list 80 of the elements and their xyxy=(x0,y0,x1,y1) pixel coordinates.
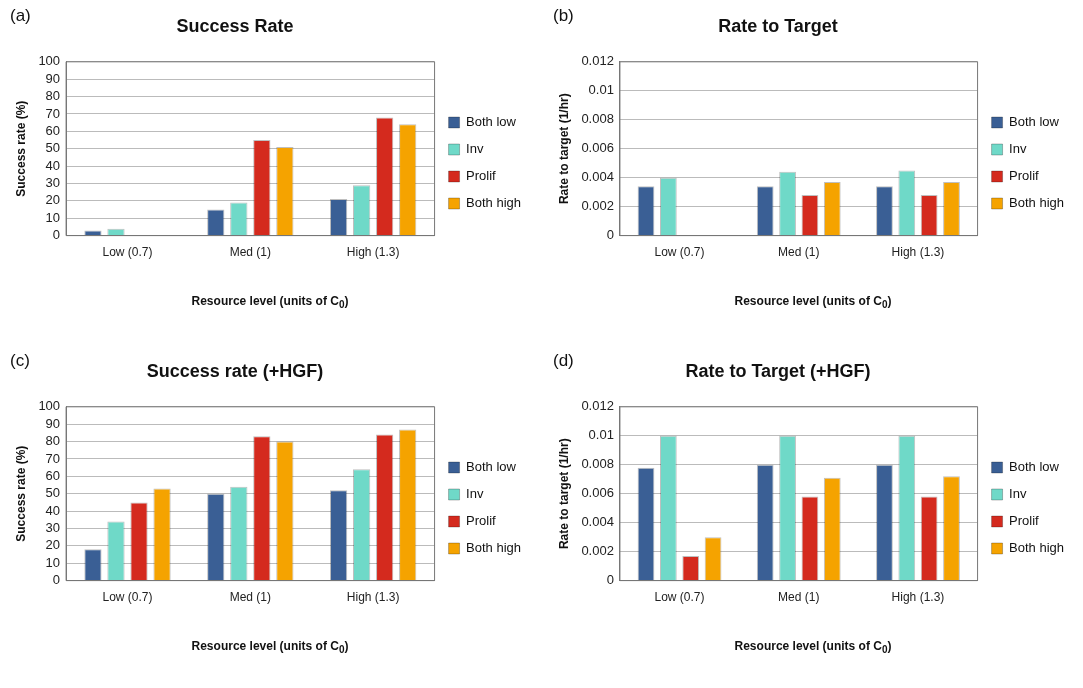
y-tick-label: 60 xyxy=(45,467,61,483)
legend-label: Both low xyxy=(1009,459,1060,475)
y-tick-label: 60 xyxy=(45,122,61,138)
y-tick-label: 80 xyxy=(45,433,61,449)
x-axis-title: Resource level (units of C$_{0}$) xyxy=(733,639,893,656)
y-tick-label: 50 xyxy=(45,140,61,156)
y-tick-label: 40 xyxy=(45,157,61,173)
text: (d) xyxy=(553,351,574,371)
chart-title: Rate to Target xyxy=(718,16,838,36)
x-tick-label: Med (1) xyxy=(229,590,271,605)
chart-title: Success Rate xyxy=(176,16,294,36)
x-tick-label: Low (0.7) xyxy=(102,590,153,605)
y-tick-label: 100 xyxy=(38,398,61,414)
y-tick-label: 0.006 xyxy=(581,485,614,501)
y-tick-label: 0.01 xyxy=(588,427,614,443)
y-tick-label: 30 xyxy=(45,520,61,536)
y-tick-label: 10 xyxy=(45,554,61,570)
y-tick-label: 90 xyxy=(45,415,61,431)
legend-label: Prolif xyxy=(466,168,497,184)
legend-label: Inv xyxy=(1009,141,1027,157)
y-axis-title: Rate to target (1/hr) xyxy=(556,93,571,205)
y-tick-label: 0.002 xyxy=(581,543,614,559)
legend-label: Both low xyxy=(466,459,517,475)
y-tick-label: 0 xyxy=(52,227,61,243)
y-axis-title: Success rate (%) xyxy=(13,100,28,197)
x-tick-label: Med (1) xyxy=(229,245,271,260)
y-tick-label: 0.01 xyxy=(588,82,614,98)
x-tick-label: High (1.3) xyxy=(891,590,945,605)
x-axis-title: Resource level (units of C$_{0}$) xyxy=(190,294,350,311)
legend-label: Both high xyxy=(466,540,521,556)
x-tick-label: High (1.3) xyxy=(346,590,400,605)
y-tick-label: 70 xyxy=(45,450,61,466)
y-axis-title: Rate to target (1/hr) xyxy=(556,438,571,550)
y-tick-label: 80 xyxy=(45,88,61,104)
y-axis-title: Success rate (%) xyxy=(13,445,28,542)
y-tick-label: 70 xyxy=(45,105,61,121)
chart-title: Rate to Target (+HGF) xyxy=(685,361,871,381)
y-tick-label: 30 xyxy=(45,175,61,191)
y-tick-label: 20 xyxy=(45,192,61,208)
x-tick-label: Low (0.7) xyxy=(102,245,153,260)
y-tick-label: 40 xyxy=(45,502,61,518)
x-tick-label: High (1.3) xyxy=(891,245,945,260)
x-tick-label: Med (1) xyxy=(778,590,820,605)
y-tick-label: 100 xyxy=(38,53,61,69)
y-tick-label: 0.012 xyxy=(581,398,614,414)
legend-label: Both high xyxy=(466,195,521,211)
x-tick-label: Med (1) xyxy=(778,245,820,260)
legend-label: Inv xyxy=(466,486,484,502)
y-tick-label: 0.004 xyxy=(581,169,614,185)
text: (c) xyxy=(10,351,30,371)
legend-label: Prolif xyxy=(466,513,497,529)
y-tick-label: 0.004 xyxy=(581,514,614,530)
y-tick-label: 50 xyxy=(45,485,61,501)
x-axis-title: Resource level (units of C$_{0}$) xyxy=(190,639,350,656)
y-tick-label: 0 xyxy=(606,572,614,588)
text: (b) xyxy=(553,6,574,26)
y-tick-label: 0.006 xyxy=(581,140,614,156)
legend-label: Inv xyxy=(466,141,484,157)
y-tick-label: 0.012 xyxy=(581,53,614,69)
y-tick-label: 10 xyxy=(45,209,61,225)
y-tick-label: 0 xyxy=(606,227,614,243)
legend-label: Both high xyxy=(1009,195,1064,211)
y-tick-label: 20 xyxy=(45,537,61,553)
y-tick-label: 0.008 xyxy=(581,456,614,472)
legend-label: Both low xyxy=(1009,114,1060,130)
legend-label: Inv xyxy=(1009,486,1027,502)
y-tick-label: 0.002 xyxy=(581,198,614,214)
x-axis-title: Resource level (units of C$_{0}$) xyxy=(733,294,893,311)
x-tick-label: Low (0.7) xyxy=(654,245,705,260)
legend-label: Both high xyxy=(1009,540,1064,556)
text: (a) xyxy=(10,6,31,26)
legend-label: Both low xyxy=(466,114,517,130)
y-tick-label: 90 xyxy=(45,70,61,86)
y-tick-label: 0.008 xyxy=(581,111,614,127)
y-tick-label: 0 xyxy=(52,572,61,588)
legend-label: Prolif xyxy=(1009,513,1040,529)
x-tick-label: Low (0.7) xyxy=(654,590,705,605)
chart-title: Success rate (+HGF) xyxy=(146,361,324,381)
legend-label: Prolif xyxy=(1009,168,1040,184)
x-tick-label: High (1.3) xyxy=(346,245,400,260)
